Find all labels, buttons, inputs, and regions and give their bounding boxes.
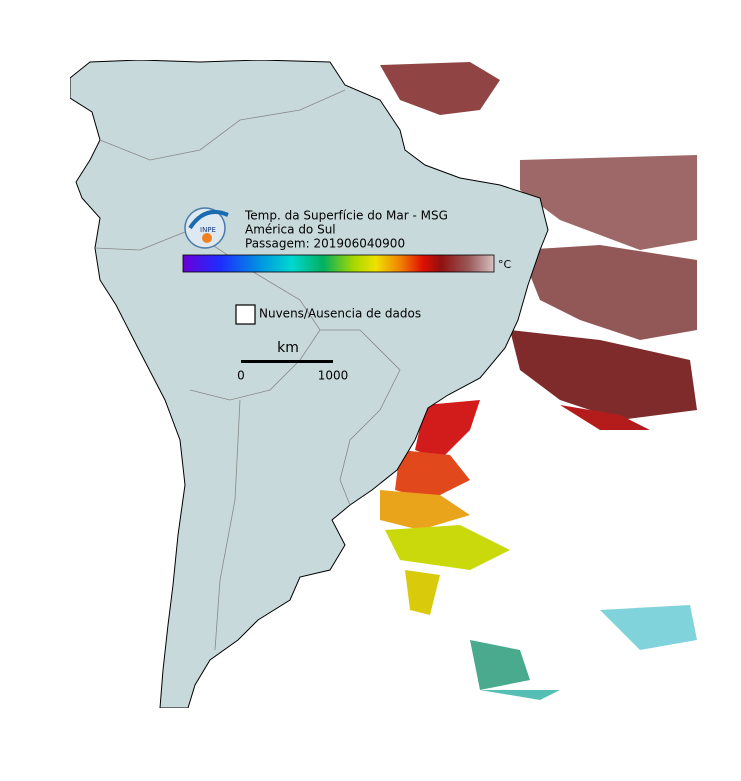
title-line: América do Sul — [245, 223, 336, 237]
map-area — [70, 60, 697, 708]
logo-text: INPE — [200, 226, 216, 234]
borders — [94, 89, 401, 651]
scale-label: 1000 — [318, 369, 349, 383]
title-line: Passagem: 201906040900 — [245, 237, 405, 251]
sst-patches — [380, 62, 697, 700]
title-line: Temp. da Superfície do Mar - MSG — [244, 209, 448, 223]
legend-swatch — [235, 304, 256, 325]
scale-unit: km — [277, 340, 299, 356]
logo: INPE — [184, 207, 229, 249]
colorbar-unit: °C — [498, 258, 512, 271]
scale-bar — [241, 360, 333, 363]
legend-label: Nuvens/Ausencia de dados — [259, 307, 421, 321]
colorbar — [182, 254, 495, 273]
scale-label: 0 — [237, 369, 245, 383]
